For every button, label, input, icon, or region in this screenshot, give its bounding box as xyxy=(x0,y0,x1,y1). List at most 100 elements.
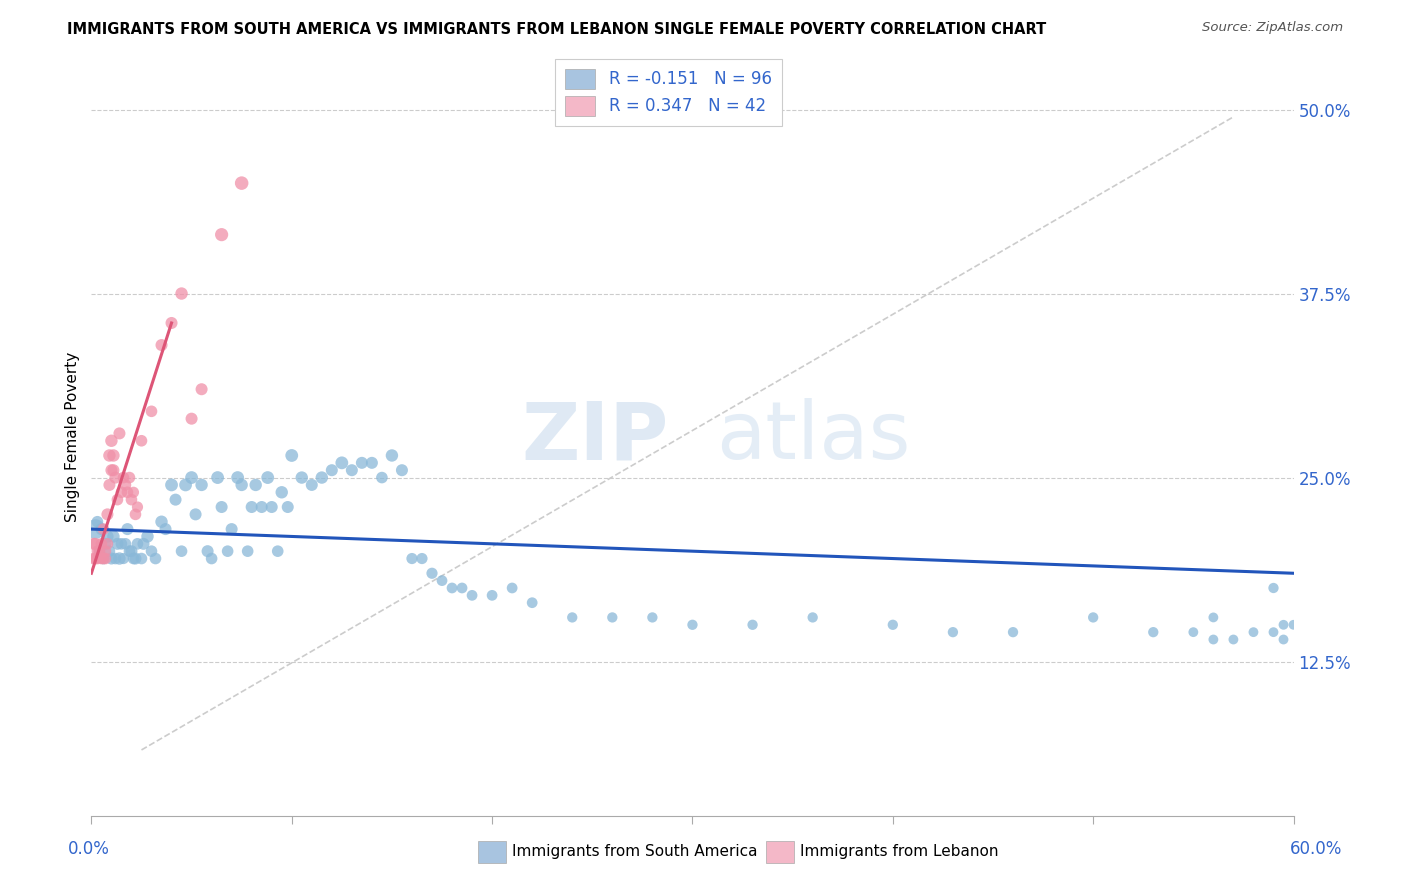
Point xyxy=(942,625,965,640)
Point xyxy=(86,544,108,558)
Text: Source: ZipAtlas.com: Source: ZipAtlas.com xyxy=(1202,21,1343,34)
Point xyxy=(190,478,212,492)
Point xyxy=(190,382,212,396)
Point xyxy=(371,470,394,484)
Point xyxy=(311,470,333,484)
Point xyxy=(1272,632,1295,647)
Point xyxy=(211,227,233,242)
Point xyxy=(107,537,129,551)
Point xyxy=(1202,610,1225,624)
Text: Immigrants from South America: Immigrants from South America xyxy=(512,845,758,859)
Point xyxy=(121,544,143,558)
Point xyxy=(231,478,253,492)
Point xyxy=(340,463,363,477)
Point xyxy=(100,434,122,448)
Point xyxy=(420,566,443,581)
Point xyxy=(1282,617,1305,632)
Point xyxy=(211,500,233,514)
Point xyxy=(117,522,139,536)
Point xyxy=(141,404,163,418)
Point xyxy=(94,544,117,558)
Point xyxy=(501,581,523,595)
Point xyxy=(118,470,141,484)
Point xyxy=(90,551,112,566)
Point xyxy=(301,478,323,492)
Point xyxy=(277,500,299,514)
Point xyxy=(321,463,343,477)
Point xyxy=(90,522,112,536)
Point xyxy=(291,470,314,484)
Point xyxy=(270,485,292,500)
Point xyxy=(461,588,484,602)
Point xyxy=(93,551,115,566)
Point xyxy=(110,537,132,551)
Point xyxy=(96,508,118,522)
Point xyxy=(94,537,117,551)
Point xyxy=(98,478,121,492)
Point xyxy=(522,596,544,610)
Point xyxy=(440,581,463,595)
Point xyxy=(641,610,664,624)
Text: IMMIGRANTS FROM SOUTH AMERICA VS IMMIGRANTS FROM LEBANON SINGLE FEMALE POVERTY C: IMMIGRANTS FROM SOUTH AMERICA VS IMMIGRA… xyxy=(67,22,1046,37)
Point xyxy=(114,478,136,492)
Point xyxy=(174,478,197,492)
Point xyxy=(104,470,127,484)
Point xyxy=(98,449,121,463)
Point xyxy=(481,588,503,602)
Point xyxy=(82,537,104,551)
Point xyxy=(114,537,136,551)
Point xyxy=(165,492,187,507)
Point xyxy=(226,470,249,484)
Point xyxy=(882,617,904,632)
Point xyxy=(201,551,224,566)
Point xyxy=(96,537,118,551)
Point xyxy=(124,551,146,566)
Point xyxy=(127,500,149,514)
Point xyxy=(207,470,229,484)
Point xyxy=(141,544,163,558)
Point xyxy=(100,551,122,566)
Point xyxy=(1001,625,1024,640)
Point xyxy=(131,434,153,448)
Point xyxy=(1263,625,1285,640)
Point xyxy=(602,610,624,624)
Point xyxy=(84,537,107,551)
Point xyxy=(145,551,167,566)
Point xyxy=(401,551,423,566)
Text: ZIP: ZIP xyxy=(522,398,668,476)
Point xyxy=(381,449,404,463)
Point xyxy=(561,610,583,624)
Point xyxy=(267,544,290,558)
Point xyxy=(86,551,108,566)
Point xyxy=(170,286,193,301)
Text: 60.0%: 60.0% xyxy=(1291,840,1343,858)
Point xyxy=(451,581,474,595)
Point xyxy=(180,411,202,425)
Point xyxy=(84,551,107,566)
Point xyxy=(1142,625,1164,640)
Point xyxy=(100,463,122,477)
Point xyxy=(240,500,263,514)
Point xyxy=(197,544,219,558)
Point xyxy=(160,316,183,330)
Point xyxy=(117,485,139,500)
Point xyxy=(104,551,127,566)
Point xyxy=(89,544,111,558)
Point xyxy=(1243,625,1265,640)
Point xyxy=(103,449,125,463)
Point xyxy=(184,508,207,522)
Point xyxy=(250,500,273,514)
Point xyxy=(391,463,413,477)
Point xyxy=(132,537,155,551)
Point xyxy=(1222,632,1244,647)
Point xyxy=(801,610,824,624)
Point xyxy=(89,544,111,558)
Point xyxy=(103,463,125,477)
Point xyxy=(1202,632,1225,647)
Text: atlas: atlas xyxy=(717,398,911,476)
Point xyxy=(231,176,253,190)
Point xyxy=(217,544,239,558)
Point xyxy=(256,470,278,484)
Point xyxy=(411,551,433,566)
Point xyxy=(118,544,141,558)
